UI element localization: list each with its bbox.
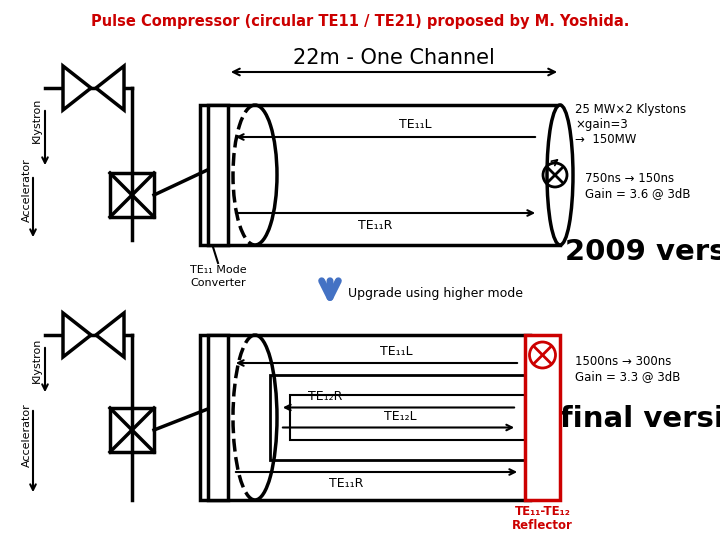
Text: TE₁₂L: TE₁₂L: [384, 409, 416, 422]
Text: 22m - One Channel: 22m - One Channel: [293, 48, 495, 68]
Bar: [208, 105, 228, 245]
Text: 750ns → 150ns: 750ns → 150ns: [585, 172, 674, 185]
Text: TE₁₁R: TE₁₁R: [329, 477, 364, 490]
Text: Accelerator: Accelerator: [22, 403, 32, 467]
Text: Accelerator: Accelerator: [22, 158, 32, 222]
Text: →  150MW: → 150MW: [575, 133, 636, 146]
Text: 1500ns → 300ns: 1500ns → 300ns: [575, 355, 671, 368]
Text: TE₁₁L: TE₁₁L: [399, 118, 432, 131]
Text: TE₁₁-TE₁₂: TE₁₁-TE₁₂: [515, 505, 570, 518]
Polygon shape: [63, 66, 91, 110]
Text: Gain = 3.6 @ 3dB: Gain = 3.6 @ 3dB: [585, 187, 690, 200]
Bar: [290, 395, 525, 440]
Text: 2009 version: 2009 version: [565, 238, 720, 266]
Text: TE₁₁R: TE₁₁R: [359, 219, 392, 232]
Polygon shape: [96, 66, 124, 110]
Bar: [208, 335, 228, 500]
Text: Gain = 3.3 @ 3dB: Gain = 3.3 @ 3dB: [575, 370, 680, 383]
Bar: [200, 105, 560, 245]
Text: Upgrade using higher mode: Upgrade using higher mode: [348, 287, 523, 300]
Bar: [525, 335, 560, 500]
Polygon shape: [63, 313, 91, 357]
Bar: [200, 335, 530, 500]
Text: Reflector: Reflector: [512, 519, 573, 532]
Text: final version: final version: [560, 405, 720, 433]
Bar: [110, 408, 154, 452]
Text: ×gain=3: ×gain=3: [575, 118, 628, 131]
Text: TE₁₁L: TE₁₁L: [380, 345, 413, 358]
Bar: [270, 375, 525, 460]
Text: TE₁₂R: TE₁₂R: [308, 389, 342, 402]
Text: Klystron: Klystron: [32, 338, 42, 383]
Text: Klystron: Klystron: [32, 97, 42, 143]
Bar: [110, 173, 154, 217]
Ellipse shape: [547, 105, 573, 245]
Text: Converter: Converter: [190, 278, 246, 288]
Text: TE₁₁ Mode: TE₁₁ Mode: [189, 265, 246, 275]
Text: Pulse Compressor (circular TE11 / TE21) proposed by M. Yoshida.: Pulse Compressor (circular TE11 / TE21) …: [91, 14, 629, 29]
Polygon shape: [96, 313, 124, 357]
Text: 25 MW×2 Klystons: 25 MW×2 Klystons: [575, 103, 686, 116]
